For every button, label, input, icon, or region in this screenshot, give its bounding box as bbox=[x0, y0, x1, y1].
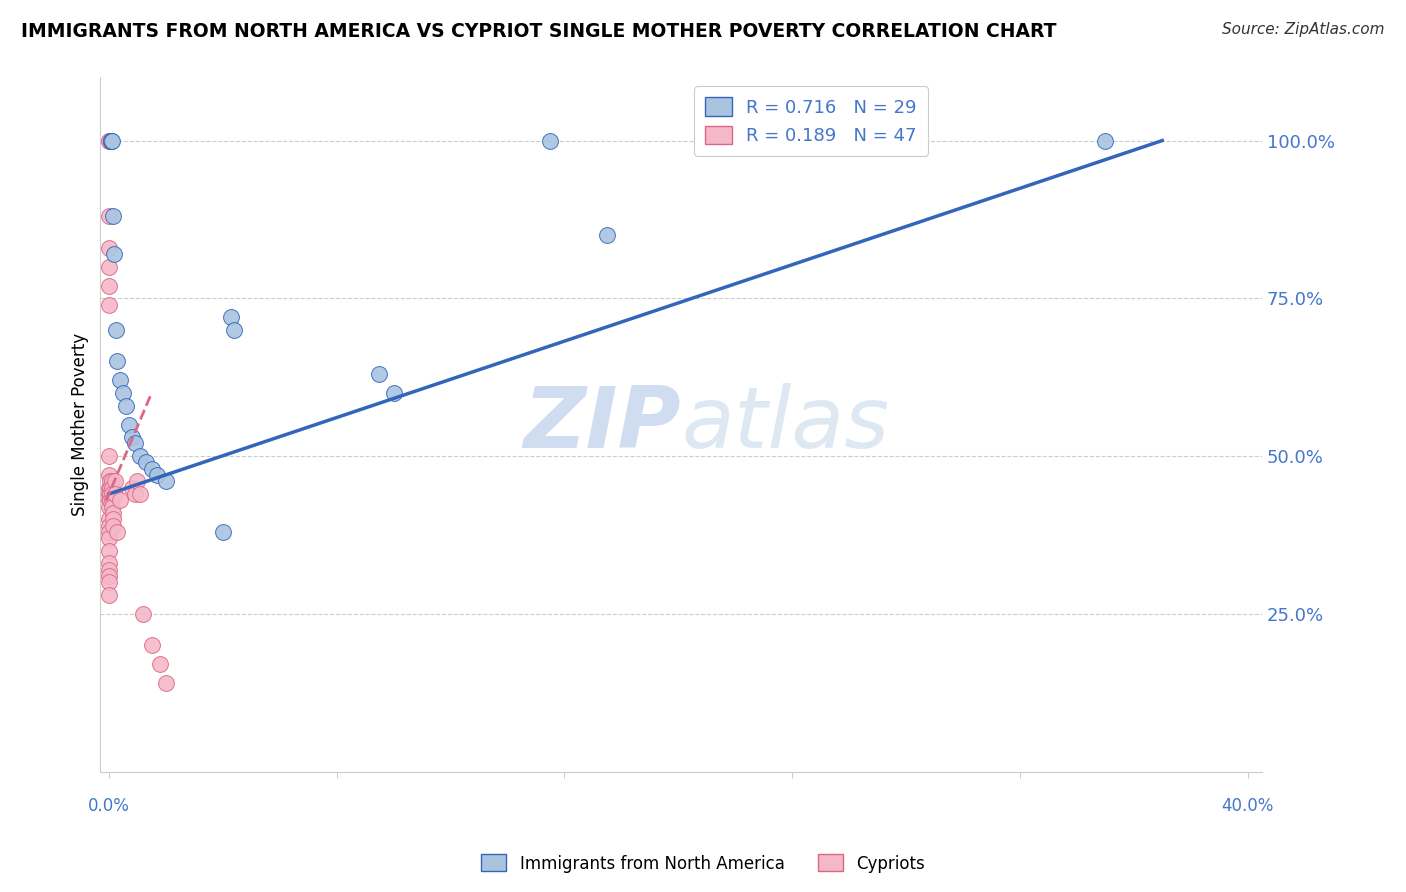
Point bbox=[121, 481, 143, 495]
Point bbox=[100, 134, 122, 148]
Point bbox=[118, 417, 141, 432]
Point bbox=[132, 607, 155, 621]
Point bbox=[97, 518, 120, 533]
Point bbox=[100, 475, 122, 489]
Legend: R = 0.716   N = 29, R = 0.189   N = 47: R = 0.716 N = 29, R = 0.189 N = 47 bbox=[695, 87, 928, 156]
Point bbox=[382, 386, 405, 401]
Point bbox=[100, 134, 122, 148]
Point bbox=[97, 575, 120, 590]
Point bbox=[97, 563, 120, 577]
Point bbox=[135, 455, 157, 469]
Point bbox=[155, 475, 177, 489]
Point bbox=[97, 481, 120, 495]
Point bbox=[124, 436, 146, 450]
Point bbox=[112, 386, 135, 401]
Point bbox=[98, 481, 121, 495]
Point bbox=[101, 518, 124, 533]
Point bbox=[98, 475, 121, 489]
Point bbox=[97, 260, 120, 274]
Point bbox=[1094, 134, 1116, 148]
Point bbox=[100, 500, 122, 514]
Text: atlas: atlas bbox=[681, 383, 889, 466]
Point bbox=[129, 449, 152, 463]
Point bbox=[596, 228, 619, 243]
Point bbox=[115, 399, 138, 413]
Point bbox=[101, 512, 124, 526]
Point bbox=[100, 134, 122, 148]
Point bbox=[97, 512, 120, 526]
Legend: Immigrants from North America, Cypriots: Immigrants from North America, Cypriots bbox=[474, 847, 932, 880]
Point bbox=[98, 487, 121, 501]
Point bbox=[97, 500, 120, 514]
Point bbox=[101, 209, 124, 223]
Point bbox=[110, 373, 132, 387]
Point bbox=[97, 543, 120, 558]
Point bbox=[149, 657, 172, 672]
Text: 0.0%: 0.0% bbox=[89, 797, 129, 814]
Point bbox=[97, 449, 120, 463]
Point bbox=[97, 531, 120, 545]
Point bbox=[97, 557, 120, 571]
Point bbox=[100, 481, 122, 495]
Point bbox=[97, 569, 120, 583]
Point bbox=[103, 475, 125, 489]
Text: Source: ZipAtlas.com: Source: ZipAtlas.com bbox=[1222, 22, 1385, 37]
Point bbox=[538, 134, 561, 148]
Point bbox=[97, 209, 120, 223]
Point bbox=[155, 676, 177, 690]
Point bbox=[103, 247, 125, 261]
Point bbox=[97, 278, 120, 293]
Point bbox=[101, 506, 124, 520]
Point bbox=[97, 588, 120, 602]
Point bbox=[97, 241, 120, 255]
Point bbox=[211, 524, 233, 539]
Point bbox=[97, 468, 120, 483]
Point bbox=[121, 430, 143, 444]
Point bbox=[100, 134, 122, 148]
Point bbox=[221, 310, 243, 325]
Point bbox=[129, 487, 152, 501]
Point bbox=[124, 487, 146, 501]
Point bbox=[97, 134, 120, 148]
Point bbox=[141, 639, 163, 653]
Point bbox=[368, 367, 391, 381]
Point bbox=[97, 298, 120, 312]
Point bbox=[97, 134, 120, 148]
Point bbox=[97, 487, 120, 501]
Point bbox=[146, 468, 169, 483]
Point bbox=[107, 354, 129, 368]
Point bbox=[107, 524, 129, 539]
Y-axis label: Single Mother Poverty: Single Mother Poverty bbox=[72, 333, 89, 516]
Point bbox=[894, 134, 917, 148]
Point bbox=[224, 323, 246, 337]
Point bbox=[100, 134, 122, 148]
Point bbox=[100, 493, 122, 508]
Point bbox=[103, 487, 125, 501]
Point bbox=[141, 461, 163, 475]
Point bbox=[97, 493, 120, 508]
Point bbox=[127, 475, 149, 489]
Point bbox=[105, 323, 128, 337]
Point bbox=[110, 493, 132, 508]
Text: 40.0%: 40.0% bbox=[1222, 797, 1274, 814]
Point bbox=[100, 487, 122, 501]
Point bbox=[98, 493, 121, 508]
Text: ZIP: ZIP bbox=[523, 383, 681, 466]
Point bbox=[97, 524, 120, 539]
Text: IMMIGRANTS FROM NORTH AMERICA VS CYPRIOT SINGLE MOTHER POVERTY CORRELATION CHART: IMMIGRANTS FROM NORTH AMERICA VS CYPRIOT… bbox=[21, 22, 1056, 41]
